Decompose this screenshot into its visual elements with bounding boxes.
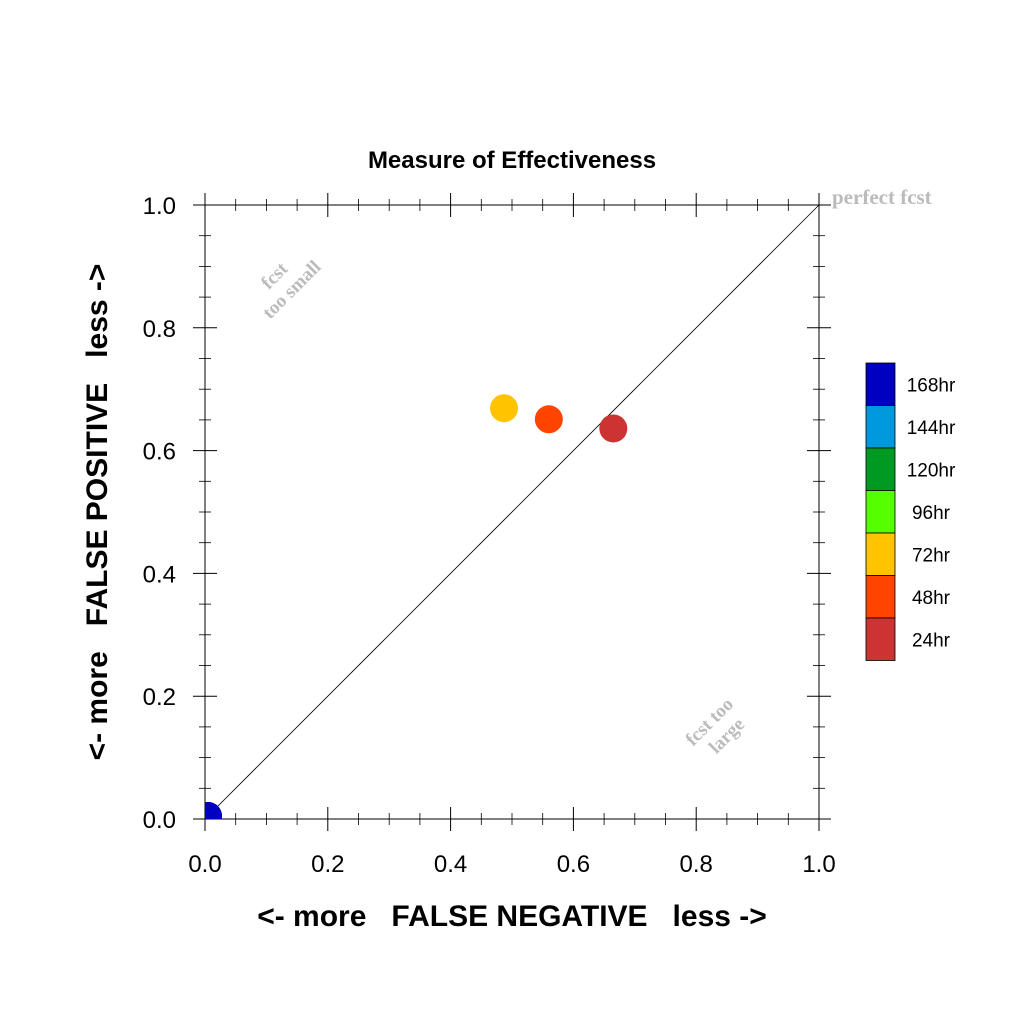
annotation-fcst-too-small: fcst too small bbox=[243, 241, 325, 323]
legend-swatch-96hr bbox=[865, 490, 896, 534]
chart-title: Measure of Effectiveness bbox=[368, 147, 656, 174]
y-axis-label: <- more FALSE POSITIVE less -> bbox=[81, 264, 114, 761]
y-tick-label: 0.4 bbox=[143, 561, 176, 588]
diagonal-line bbox=[204, 204, 820, 820]
legend-swatch-72hr bbox=[865, 532, 896, 576]
point-168hr bbox=[205, 801, 223, 819]
annotation-fcst-too-large: fcst too large bbox=[682, 691, 757, 766]
x-tick-labels: 0.0 0.2 0.4 0.6 0.8 1.0 bbox=[188, 851, 835, 878]
annotation-perfect-fcst: perfect fcst bbox=[832, 185, 932, 209]
x-tick-label: 0.8 bbox=[680, 851, 713, 878]
legend-label: 48hr bbox=[912, 588, 951, 609]
data-points bbox=[205, 394, 628, 819]
legend-label: 120hr bbox=[907, 460, 956, 481]
legend-swatch-120hr bbox=[865, 447, 896, 491]
x-tick-label: 0.4 bbox=[434, 851, 467, 878]
legend-swatch-168hr bbox=[865, 362, 896, 406]
y-tick-label: 0.8 bbox=[143, 316, 176, 343]
legend-swatch-144hr bbox=[865, 405, 896, 449]
x-tick-label: 0.6 bbox=[557, 851, 590, 878]
y-tick-label: 0.2 bbox=[143, 684, 176, 711]
y-tick-label: 0.6 bbox=[143, 439, 176, 466]
x-tick-label: 0.0 bbox=[188, 851, 221, 878]
y-tick-label: 0.0 bbox=[143, 807, 176, 834]
point-72hr bbox=[490, 394, 519, 423]
x-tick-label: 1.0 bbox=[802, 851, 835, 878]
legend: 168hr 144hr 120hr 96hr 72hr 48hr 24hr bbox=[865, 362, 956, 661]
x-axis-label: <- more FALSE NEGATIVE less -> bbox=[257, 900, 767, 933]
y-tick-label: 1.0 bbox=[143, 193, 176, 220]
point-24hr bbox=[599, 414, 628, 443]
legend-label: 96hr bbox=[912, 503, 951, 524]
legend-label: 24hr bbox=[912, 630, 951, 651]
x-tick-label: 0.2 bbox=[311, 851, 344, 878]
legend-label: 168hr bbox=[907, 375, 956, 396]
plot-frame bbox=[204, 204, 820, 820]
legend-swatch-24hr bbox=[865, 617, 896, 661]
legend-label: 144hr bbox=[907, 418, 956, 439]
legend-label: 72hr bbox=[912, 545, 951, 566]
y-tick-labels: 0.0 0.2 0.4 0.6 0.8 1.0 bbox=[143, 193, 176, 834]
legend-swatch-48hr bbox=[865, 575, 896, 619]
point-48hr bbox=[534, 405, 563, 434]
